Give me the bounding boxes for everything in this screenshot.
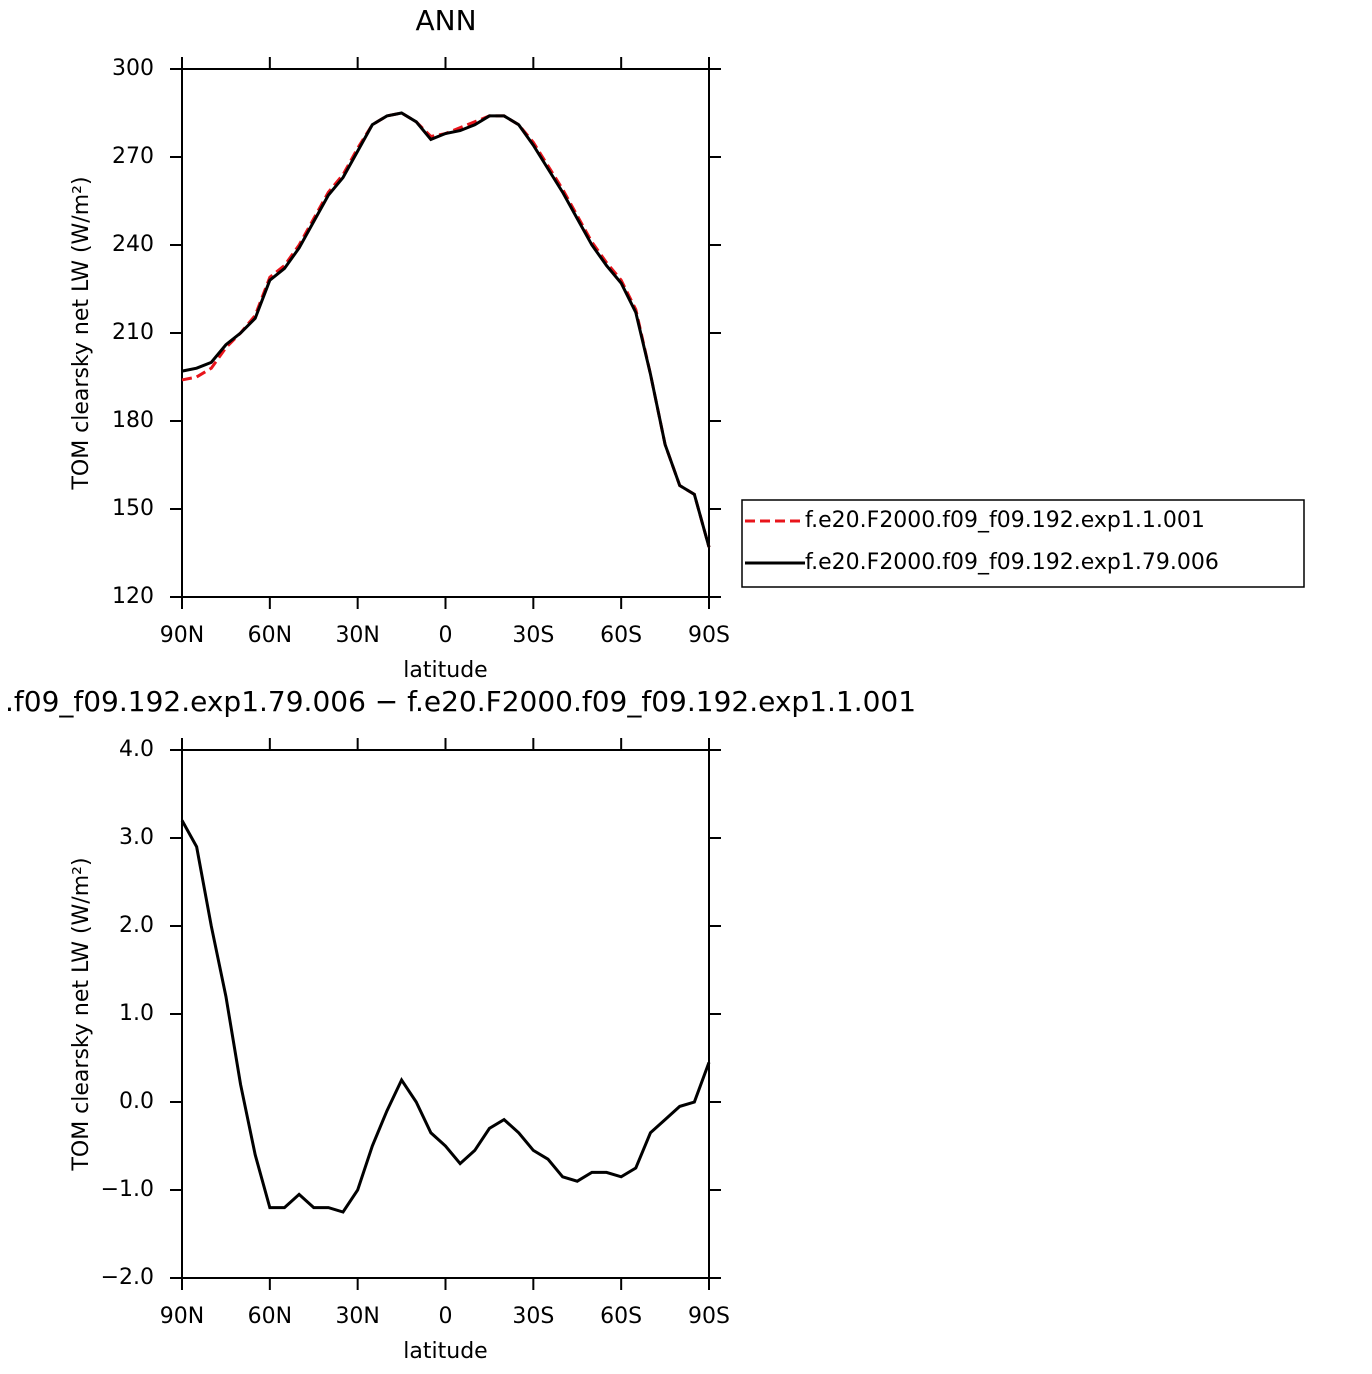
y-tick-label: 270: [112, 144, 154, 169]
y-tick-label: 300: [112, 56, 154, 81]
x-tick-label: 30S: [512, 1304, 554, 1329]
y-tick-label: 180: [112, 408, 154, 433]
x-tick-label: 90N: [160, 1304, 204, 1329]
data-line: [180, 819, 711, 1214]
x-tick-label: 90N: [160, 623, 204, 648]
x-tick-label: 30S: [512, 623, 554, 648]
y-tick-label: −2.0: [101, 1265, 154, 1290]
y-tick-label: 4.0: [119, 737, 154, 762]
x-tick-label: 0: [439, 623, 453, 648]
data-line: [181, 111, 711, 548]
x-tick-label: 60S: [600, 623, 642, 648]
data-line: [181, 111, 711, 548]
plot-frame: [181, 68, 710, 598]
x-tick-label: 60N: [248, 1304, 292, 1329]
chart-title: .f09_f09.192.exp1.79.006 − f.e20.F2000.f…: [5, 685, 916, 718]
x-tick-label: 60N: [248, 623, 292, 648]
x-tick-label: 30N: [335, 623, 379, 648]
y-tick-label: 3.0: [119, 825, 154, 850]
y-tick-label: 2.0: [119, 913, 154, 938]
x-tick-label: 0: [439, 1304, 453, 1329]
x-tick-label: 60S: [600, 1304, 642, 1329]
y-tick-label: 210: [112, 320, 154, 345]
y-axis-label: TOM clearsky net LW (W/m²): [69, 176, 94, 490]
x-axis-label: latitude: [403, 1339, 487, 1364]
y-tick-label: 0.0: [119, 1089, 154, 1114]
x-tick-label: 90S: [688, 1304, 730, 1329]
legend-box: [741, 499, 1305, 588]
chart-title: ANN: [415, 4, 476, 37]
y-tick-label: 1.0: [119, 1001, 154, 1026]
legend: f.e20.F2000.f09_f09.192.exp1.1.001 f.e20.…: [741, 499, 1305, 588]
y-tick-label: 120: [112, 584, 154, 609]
legend-label: f.e20.F2000.f09_f09.192.exp1.79.006: [805, 550, 1219, 575]
legend-label: f.e20.F2000.f09_f09.192.exp1.1.001: [805, 508, 1205, 533]
y-axis-label: TOM clearsky net LW (W/m²): [69, 857, 94, 1171]
y-tick-label: −1.0: [101, 1177, 154, 1202]
plot-frame: [181, 749, 710, 1279]
y-tick-label: 240: [112, 232, 154, 257]
x-tick-label: 90S: [688, 623, 730, 648]
x-tick-label: 30N: [335, 1304, 379, 1329]
x-axis-label: latitude: [403, 658, 487, 683]
y-tick-label: 150: [112, 496, 154, 521]
